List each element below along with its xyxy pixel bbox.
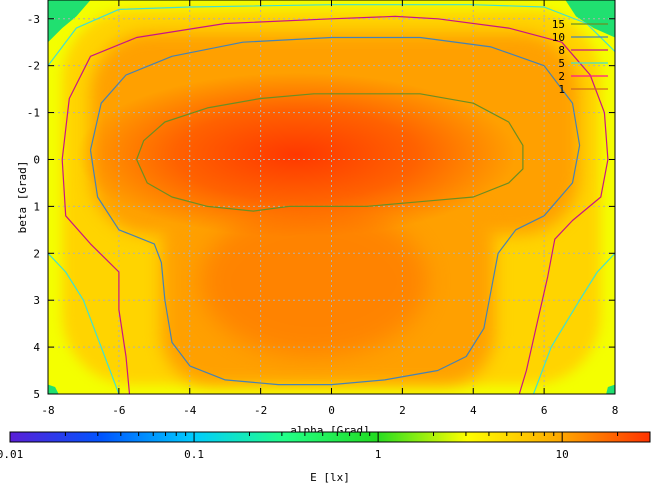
legend-label-8: 8 (558, 44, 565, 57)
x-tick-label-6: 4 (470, 404, 477, 417)
x-tick-label-4: 0 (328, 404, 335, 417)
field-low-corner-1 (565, 0, 615, 38)
colorbar-tick-label-0: 0.01 (0, 448, 23, 461)
y-tick-label-4: 1 (33, 200, 40, 213)
contour-5-6 (532, 252, 615, 394)
field-mid-zone-bottom (161, 197, 495, 385)
legend-label-10: 10 (552, 31, 565, 44)
contour-5-5 (48, 252, 120, 394)
field-inner-lobe (200, 206, 428, 357)
y-tick-label-8: 5 (33, 388, 40, 401)
x-tick-label-8: 8 (612, 404, 619, 417)
legend-label-2: 2 (558, 70, 565, 83)
field-low-corner-2 (48, 384, 59, 394)
x-tick-label-0: -8 (41, 404, 54, 417)
y-axis-label: beta [Grad] (16, 161, 29, 234)
x-tick-label-7: 6 (541, 404, 548, 417)
field-low-corner-0 (48, 0, 91, 43)
legend-label-1: 1 (558, 83, 565, 96)
field-peak-zone (76, 72, 516, 237)
x-axis-ticks: -8 -6 -4 -2 0 2 4 6 8 (41, 0, 618, 417)
y-tick-label-1: -2 (27, 60, 40, 73)
colorbar-tick-label-3: 10 (556, 448, 569, 461)
x-tick-label-2: -4 (183, 404, 197, 417)
y-tick-label-3: 0 (33, 153, 40, 166)
colorbar-label: E [lx] (310, 471, 350, 483)
colorbar-tick-label-1: 0.1 (184, 448, 204, 461)
x-tick-label-5: 2 (399, 404, 406, 417)
y-tick-label-2: -1 (27, 107, 40, 120)
x-tick-label-3: -2 (254, 404, 267, 417)
y-tick-label-7: 4 (33, 341, 40, 354)
legend-label-5: 5 (558, 57, 565, 70)
colorbar: 0.01 0.1 1 10 (0, 431, 651, 461)
y-tick-label-5: 2 (33, 247, 40, 260)
field-low-corner-3 (606, 384, 615, 394)
x-tick-label-1: -6 (112, 404, 125, 417)
y-tick-label-6: 3 (33, 294, 40, 307)
colorbar-tick-label-2: 1 (375, 448, 382, 461)
contour-8-3 (61, 159, 131, 394)
y-tick-label-0: -3 (27, 13, 40, 26)
contour-10-1 (89, 36, 581, 386)
legend-label-15: 15 (552, 18, 565, 31)
contour-8-2 (61, 15, 609, 394)
contour-15-0 (136, 93, 524, 212)
